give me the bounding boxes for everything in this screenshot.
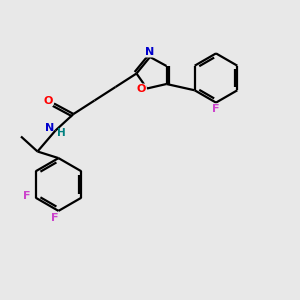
Text: F: F <box>23 191 31 201</box>
Text: N: N <box>145 47 154 57</box>
Text: H: H <box>56 128 65 139</box>
Text: F: F <box>51 213 59 224</box>
Text: N: N <box>46 123 55 133</box>
Text: O: O <box>137 84 146 94</box>
Text: O: O <box>43 95 53 106</box>
Text: F: F <box>212 104 219 114</box>
